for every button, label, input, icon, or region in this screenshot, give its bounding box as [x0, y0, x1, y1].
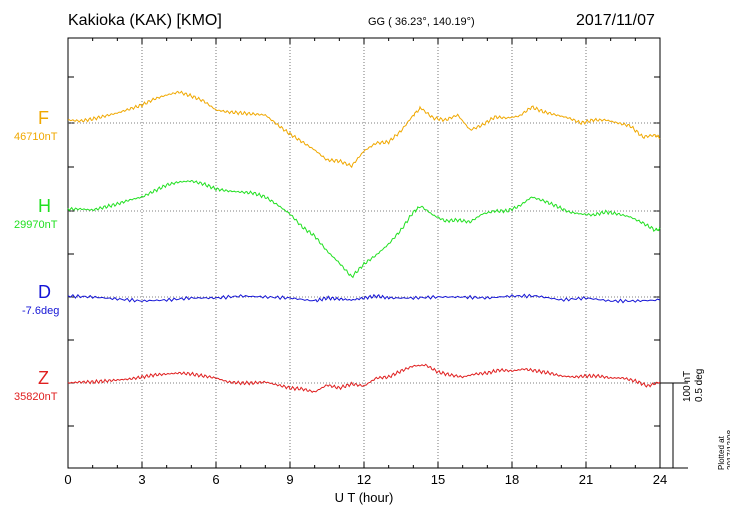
x-axis-title: U T (hour): [335, 490, 394, 505]
series-z-line: [67, 363, 661, 393]
station-coordinates: GG ( 36.23°, 140.19°): [368, 16, 475, 28]
component-label-z: Z: [38, 368, 49, 388]
scale-nt-label: 100 nT: [682, 370, 693, 402]
plot-frame: [67, 37, 661, 469]
component-label-f: F: [38, 108, 49, 128]
x-tick-label: 15: [431, 472, 445, 487]
x-tick-label: 21: [579, 472, 593, 487]
date-label: 2017/11/07: [576, 12, 655, 29]
x-tick-label: 0: [64, 472, 71, 487]
baseline-value-d: -7.6deg: [22, 305, 60, 317]
component-label-h: H: [38, 196, 51, 216]
x-tick-label: 9: [286, 472, 293, 487]
component-label-d: D: [38, 282, 51, 302]
scale-deg-label: 0.5 deg: [694, 368, 705, 402]
baseline-value-z: 35820nT: [14, 391, 58, 403]
series-d-line: [67, 293, 661, 304]
x-tick-label: 6: [212, 472, 219, 487]
baseline-value-f: 46710nT: [14, 131, 58, 143]
station-title: Kakioka (KAK) [KMO]: [68, 12, 222, 29]
series-h-line: [67, 179, 661, 279]
x-tick-label: 12: [357, 472, 371, 487]
series-f-line: [67, 90, 661, 169]
x-tick-label: 3: [138, 472, 145, 487]
plotted-timestamp: Plotted at 2017/12/08 01:33 UT: [717, 429, 730, 470]
x-tick-label: 18: [505, 472, 519, 487]
baseline-value-h: 29970nT: [14, 219, 58, 231]
x-tick-label: 24: [653, 472, 667, 487]
